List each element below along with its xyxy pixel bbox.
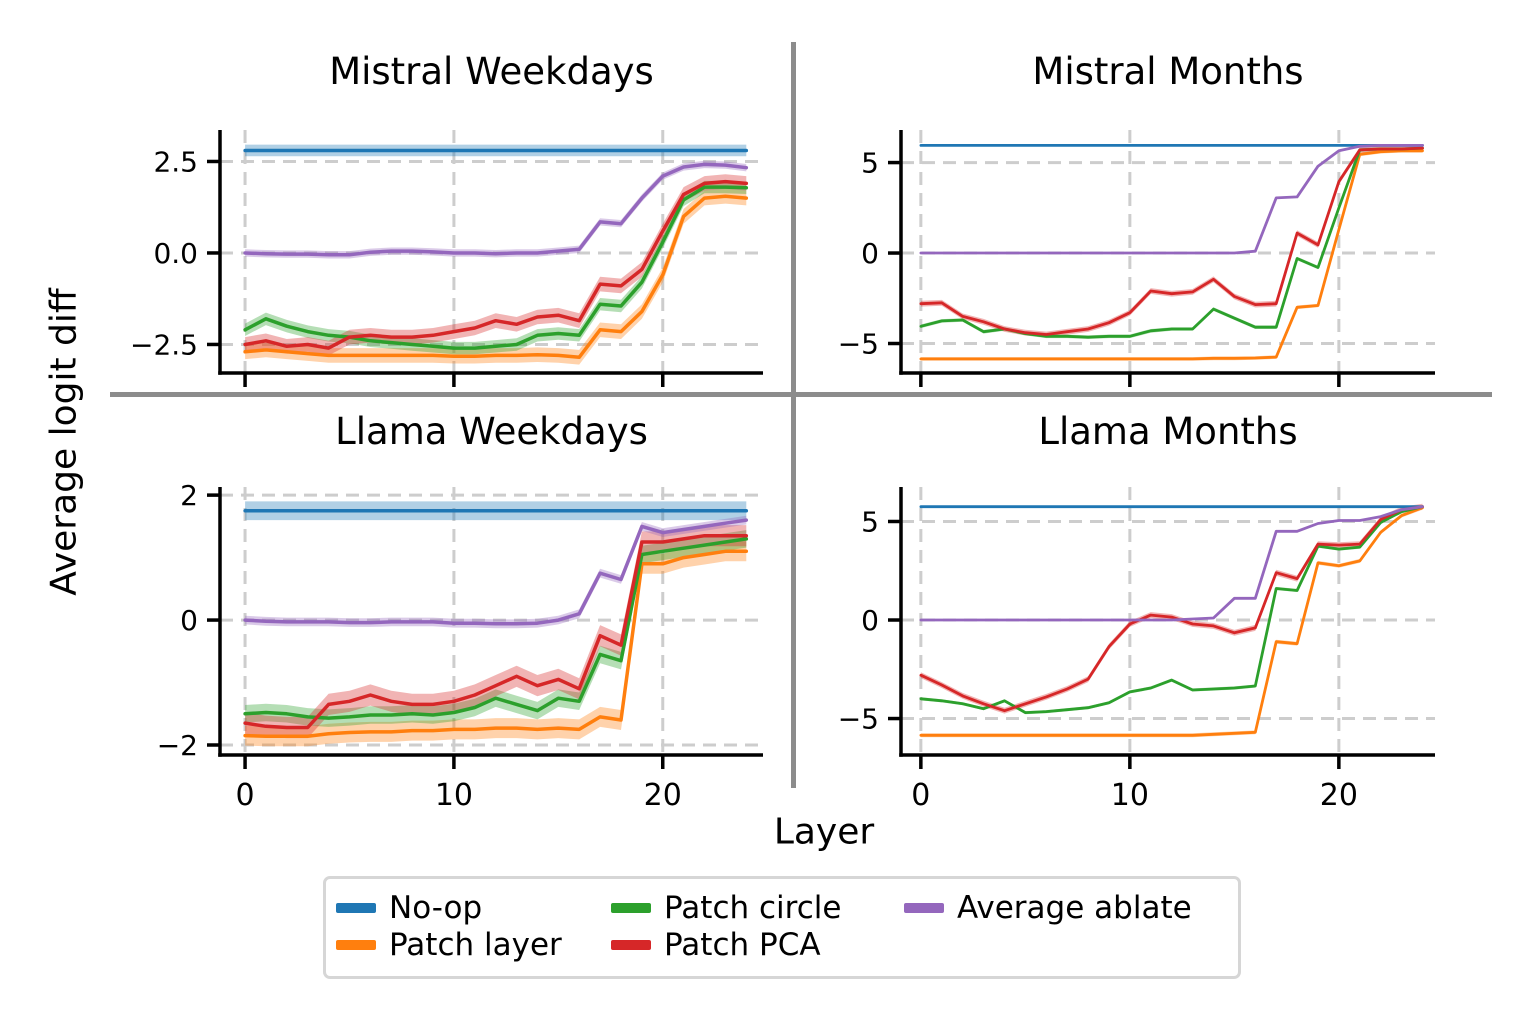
series-line-patch-pca (919, 146, 1424, 336)
series-line-patch-layer (243, 549, 749, 739)
legend-item-no-op: No-op (336, 891, 482, 925)
series-line-patch-pca (243, 179, 749, 350)
y-axis-label: Average logit diff (43, 288, 85, 596)
series-band-patch-circle (920, 146, 1423, 339)
y-tick-label: 5 (861, 147, 879, 180)
legend-item-patch-layer: Patch layer (336, 928, 562, 962)
panel-title-llama-weekdays: Llama Weekdays (335, 410, 648, 453)
x-tick-label: 20 (644, 778, 682, 813)
average-ablate-line-swatch-icon (904, 903, 944, 913)
y-tick-label: 2 (180, 479, 198, 512)
y-tick-label: −5 (838, 703, 879, 736)
series-band-patch-pca (245, 525, 747, 739)
series-band-patch-circle (245, 530, 747, 727)
no-op-line-swatch-icon (336, 903, 376, 913)
y-tick-label: −2.5 (130, 328, 198, 361)
legend-item-patch-circle: Patch circle (611, 891, 841, 925)
legend-label: Average ablate (957, 890, 1192, 926)
series-line-average-ablate (243, 518, 749, 626)
series-line-patch-layer (243, 194, 749, 360)
y-tick-label: 0.0 (153, 237, 198, 270)
legend-item-average-ablate: Average ablate (904, 891, 1192, 925)
series-band-patch-circle (920, 505, 1423, 715)
series-line-patch-circle (243, 185, 749, 350)
y-tick-label: −2 (157, 729, 198, 762)
legend-label: Patch layer (389, 927, 562, 963)
vertical-separator (791, 42, 796, 788)
x-tick-label: 20 (1320, 778, 1358, 813)
panel-mistral-weekdays: 2.5 0.0 −2.5 (130, 130, 763, 387)
series-line-patch-pca (243, 533, 749, 730)
patch-circle-line-swatch-icon (611, 903, 651, 913)
series-line-average-ablate (919, 505, 1424, 622)
y-tick-label: 0 (861, 237, 879, 270)
series-line-patch-circle (919, 146, 1424, 339)
panel-llama-weekdays: 20−20 10 20 (157, 479, 763, 813)
patch-layer-line-swatch-icon (336, 940, 376, 950)
y-tick-label: 2.5 (153, 145, 198, 178)
patch-pca-line-swatch-icon (611, 940, 651, 950)
legend-label: Patch circle (664, 890, 842, 926)
x-tick-label: 0 (911, 778, 930, 813)
x-axis-label: Layer (773, 811, 875, 853)
series-line-average-ablate (919, 143, 1424, 255)
x-tick-label: 10 (435, 778, 473, 813)
series-band-patch-pca (920, 503, 1423, 714)
series-band-patch-layer (245, 541, 747, 747)
legend-label: No-op (389, 890, 483, 926)
panel-title-mistral-weekdays: Mistral Weekdays (329, 50, 654, 93)
panel-mistral-months: 5 0 −5 (838, 130, 1435, 387)
legend-item-patch-pca: Patch PCA (611, 928, 821, 962)
panel-llama-months: 5 0 −5 0 10 20 (838, 487, 1435, 813)
y-tick-label: −5 (838, 328, 879, 361)
series-band-patch-circle (245, 180, 747, 355)
series-line-average-ablate (243, 162, 749, 257)
series-line-patch-pca (919, 505, 1424, 713)
x-tick-label: 0 (236, 778, 255, 813)
y-tick-label: 0 (180, 604, 198, 637)
legend: No-op Patch layer Patch circle Patch PCA… (323, 876, 1241, 979)
series-line-patch-circle (243, 537, 749, 720)
panel-title-llama-months: Llama Months (1038, 410, 1298, 453)
x-tick-label: 10 (1111, 778, 1149, 813)
y-tick-label: 0 (861, 604, 879, 637)
panel-title-mistral-months: Mistral Months (1032, 50, 1304, 93)
series-line-patch-circle (919, 505, 1424, 714)
horizontal-separator (110, 392, 1492, 397)
legend-label: Patch PCA (664, 927, 821, 963)
series-line-patch-layer (919, 506, 1424, 737)
series-band-patch-pca (920, 145, 1423, 338)
series-line-patch-layer (919, 149, 1424, 361)
y-tick-label: 5 (861, 505, 879, 538)
